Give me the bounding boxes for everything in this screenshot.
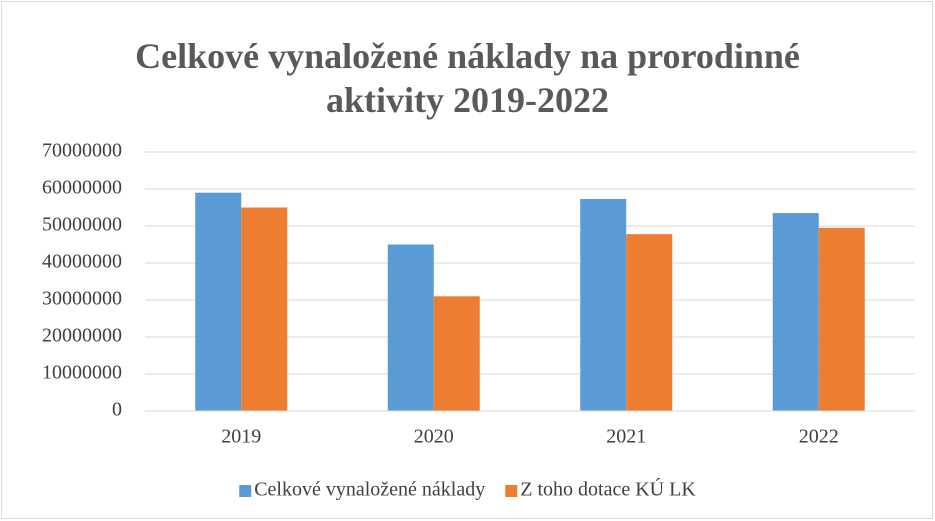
legend-swatch: [239, 485, 252, 497]
bar: [433, 296, 480, 411]
x-tick-label: 2019: [221, 426, 261, 448]
bar: [818, 227, 865, 411]
legend-swatch: [505, 485, 518, 497]
legend-label: Z toho dotace KÚ LK: [520, 477, 696, 501]
y-tick-label: 40000000: [42, 251, 122, 273]
bar: [626, 234, 673, 411]
y-tick-label: 10000000: [42, 362, 122, 384]
bar: [580, 198, 627, 411]
legend-label: Celkové vynaložené náklady: [254, 479, 485, 501]
y-tick-label: 30000000: [42, 288, 122, 310]
x-tick-label: 2021: [606, 426, 646, 448]
chart-title: Celkové vynaložené náklady na prorodinné…: [135, 36, 800, 120]
bar: [195, 192, 242, 411]
y-tick-label: 60000000: [42, 177, 122, 199]
bar: [387, 244, 434, 411]
bar: [772, 213, 819, 411]
y-tick-label: 70000000: [42, 140, 122, 162]
x-tick-label: 2022: [799, 426, 839, 448]
y-tick-label: 50000000: [42, 214, 122, 236]
bar: [241, 207, 288, 411]
y-tick-label: 20000000: [42, 325, 122, 347]
x-tick-label: 2020: [414, 426, 454, 448]
y-tick-label: 0: [112, 399, 122, 421]
